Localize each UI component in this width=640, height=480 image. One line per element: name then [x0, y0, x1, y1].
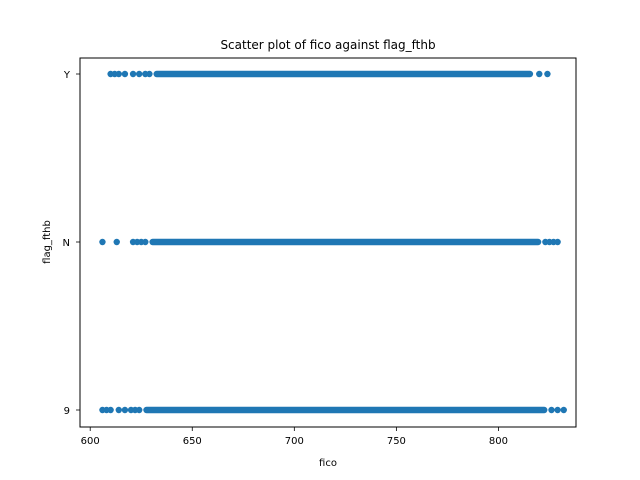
data-point	[107, 406, 114, 414]
data-point	[548, 406, 555, 414]
x-tick-label: 650	[183, 436, 202, 447]
x-tick-label: 600	[81, 436, 100, 447]
dense-point-band	[143, 406, 548, 414]
data-point	[99, 238, 106, 246]
x-tick-label: 800	[489, 436, 508, 447]
data-point	[135, 70, 143, 78]
data-point	[554, 238, 561, 246]
data-point	[121, 70, 129, 78]
data-point	[129, 70, 137, 78]
points-layer	[99, 70, 567, 414]
data-point	[115, 406, 122, 414]
x-axis-label: fico	[319, 458, 337, 469]
y-tick-label: 9	[64, 406, 70, 417]
series-N	[99, 238, 561, 246]
data-point	[560, 406, 567, 414]
data-point	[115, 70, 122, 78]
x-axis-ticks: 600 650 700 750 800	[81, 427, 508, 447]
y-tick-label: N	[63, 238, 70, 249]
data-point	[536, 70, 543, 78]
dense-point-band	[153, 70, 534, 78]
data-point	[113, 238, 120, 246]
plot-frame	[79, 57, 577, 428]
data-point	[135, 406, 143, 414]
data-point	[544, 70, 551, 78]
series-9	[99, 406, 567, 414]
series-Y	[107, 70, 551, 78]
data-point	[121, 406, 129, 414]
chart-title: Scatter plot of fico against flag_fthb	[220, 38, 435, 52]
y-tick-label: Y	[63, 70, 71, 81]
y-axis-label: flag_fthb	[42, 220, 53, 264]
y-axis-ticks: 9 N Y	[63, 70, 80, 417]
data-point	[142, 238, 149, 246]
x-tick-label: 700	[285, 436, 304, 447]
data-point	[146, 70, 153, 78]
data-point	[554, 406, 561, 414]
x-tick-label: 750	[387, 436, 406, 447]
dense-point-band	[149, 238, 542, 246]
